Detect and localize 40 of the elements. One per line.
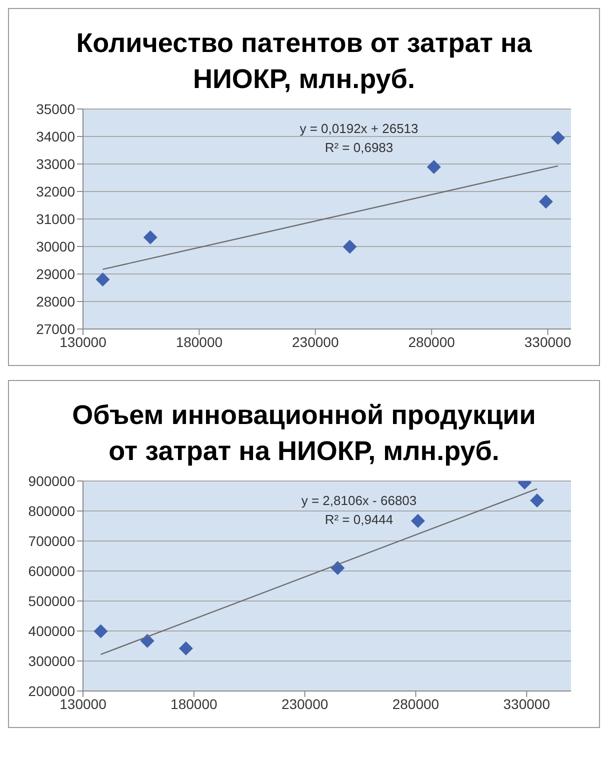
point: [538, 194, 553, 209]
y-tick-label: 500000: [28, 592, 76, 609]
y-tick-label: 700000: [28, 532, 76, 549]
point: [410, 514, 425, 528]
y-tick-label: 32000: [36, 183, 76, 200]
y-tick-label: 300000: [28, 652, 76, 669]
x-tick-label: 230000: [281, 696, 328, 712]
chart-title: Количество патентов от затрат на НИОКР, млн.руб.: [75, 27, 533, 96]
point: [426, 160, 441, 174]
y-tick-label: 900000: [28, 472, 76, 489]
x-tick-label: 280000: [392, 696, 440, 712]
point: [550, 130, 565, 145]
y-tick-label: 31000: [36, 210, 76, 227]
point: [140, 634, 154, 648]
x-tick-label: 330000: [503, 696, 550, 712]
point: [96, 272, 110, 286]
y-tick-label: 600000: [28, 562, 76, 579]
y-tick-label: 30000: [36, 238, 76, 254]
y-tick-label: 29000: [36, 266, 76, 282]
annotation: R² = 0,6983: [324, 139, 394, 157]
point: [178, 641, 193, 656]
y-tick-label: 28000: [36, 293, 76, 310]
annotation: y = 0,0192x + 26513: [298, 120, 420, 138]
x-tick-label: 180000: [170, 696, 218, 712]
point: [94, 624, 108, 638]
point: [342, 240, 357, 254]
chart-title: Объем инновационной продукции от затрат на НИОКР, млн.руб.: [71, 399, 537, 468]
point: [143, 230, 158, 244]
y-tick-label: 35000: [36, 100, 76, 117]
y-tick-label: 34000: [36, 128, 76, 144]
annotation: y = 2,8106x - 66803: [300, 492, 418, 510]
y-tick-label: 33000: [36, 156, 76, 172]
x-tick-label: 280000: [408, 334, 456, 350]
x-tick-label: 230000: [292, 334, 339, 350]
y-tick-label: 400000: [28, 622, 76, 639]
y-tick-label: 800000: [28, 502, 76, 519]
annotation: R² = 0,9444: [324, 511, 394, 529]
x-tick-label: 180000: [176, 334, 223, 350]
x-tick-label: 330000: [524, 334, 572, 350]
point: [530, 494, 544, 508]
